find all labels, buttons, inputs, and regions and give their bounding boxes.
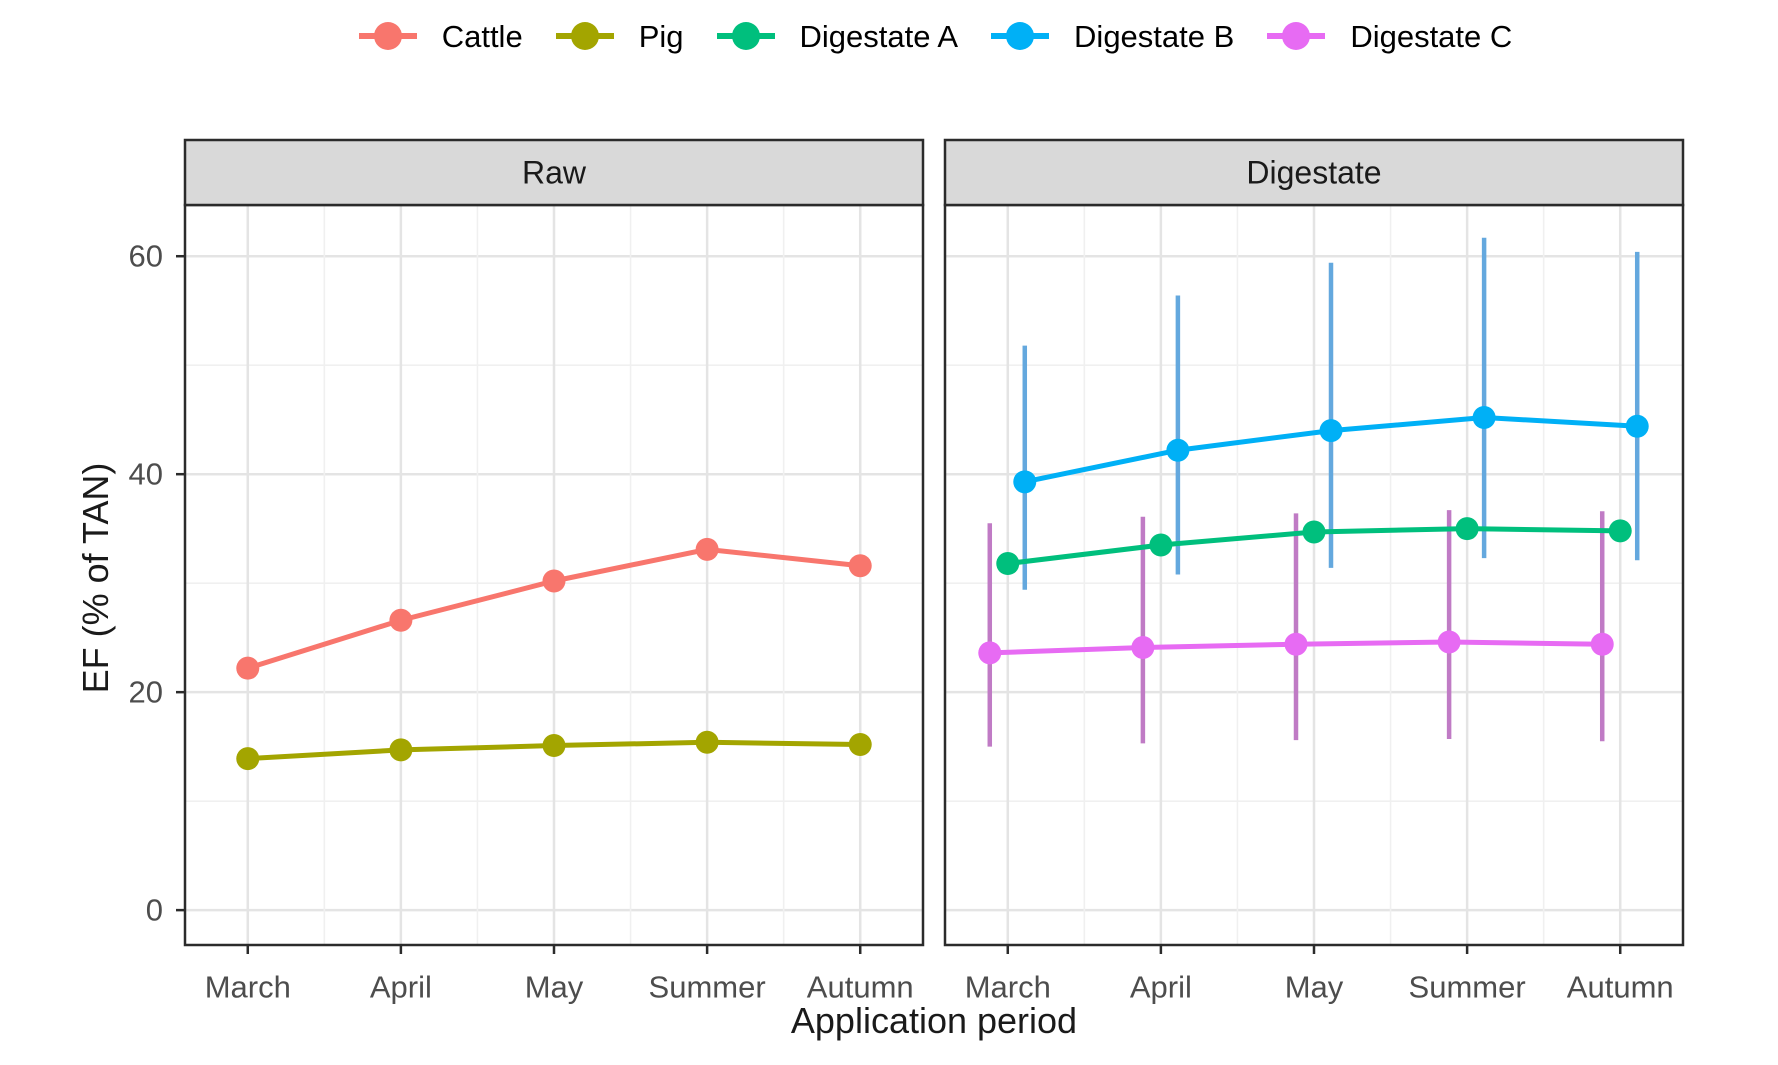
- data-point-digestate-b-april: [1166, 438, 1190, 462]
- data-point-cattle-may: [542, 569, 566, 593]
- legend-key-point: [1006, 22, 1035, 50]
- legend-key-icon-digestate-c: [1267, 22, 1326, 50]
- legend-item-cattle: Cattle: [356, 16, 523, 56]
- legend: Cattle Pig Digestate A Digestate B Digestate…: [0, 16, 1778, 56]
- legend-label-cattle: Cattle: [441, 18, 523, 54]
- data-point-cattle-autumn: [848, 554, 872, 578]
- y-tick-label-60: 60: [129, 239, 163, 274]
- legend-key-icon-pig: [555, 22, 614, 50]
- y-axis-title: EF (% of TAN): [75, 462, 116, 694]
- x-tick-label-march: March: [205, 969, 291, 1004]
- legend-label-pig: Pig: [638, 18, 684, 54]
- data-point-cattle-april: [389, 608, 413, 632]
- x-axis-title: Application period: [790, 1000, 1078, 1041]
- data-point-pig-may: [542, 734, 566, 758]
- x-tick-label-autumn: Autumn: [1567, 969, 1674, 1004]
- data-point-digestate-b-summer: [1472, 406, 1496, 430]
- legend-label-digestate-a: Digestate A: [799, 18, 959, 54]
- y-axis: 0 20 40 60: [129, 239, 185, 928]
- data-point-pig-march: [236, 747, 260, 771]
- data-point-digestate-b-autumn: [1625, 414, 1649, 438]
- data-point-pig-summer: [695, 730, 719, 754]
- data-point-digestate-a-march: [996, 552, 1020, 576]
- strip-raw: [183, 138, 925, 207]
- data-point-digestate-c-may: [1284, 632, 1308, 656]
- x-tick-label-april: April: [370, 969, 432, 1004]
- legend-item-digestate-a: Digestate A: [714, 16, 959, 56]
- legend-key-point: [731, 22, 760, 50]
- data-point-digestate-a-autumn: [1608, 519, 1632, 543]
- legend-key-icon-digestate-b: [991, 22, 1050, 50]
- legend-key-point: [373, 22, 402, 50]
- data-point-digestate-c-april: [1131, 635, 1155, 659]
- data-point-cattle-march: [236, 656, 260, 680]
- y-tick-label-20: 20: [129, 675, 163, 710]
- x-tick-label-may: May: [1285, 969, 1344, 1004]
- strip-label-digestate: Digestate: [1246, 155, 1381, 191]
- legend-key-point: [1282, 22, 1311, 50]
- legend-label-digestate-b: Digestate B: [1074, 18, 1235, 54]
- data-point-digestate-a-summer: [1455, 517, 1479, 541]
- x-tick-label-autumn: Autumn: [807, 969, 914, 1004]
- legend-key-icon-cattle: [358, 22, 417, 50]
- strip-digestate: [943, 138, 1685, 207]
- strip-label-raw: Raw: [522, 155, 587, 191]
- x-tick-label-april: April: [1130, 969, 1192, 1004]
- x-tick-label-summer: Summer: [1409, 969, 1526, 1004]
- data-point-digestate-c-autumn: [1590, 632, 1614, 656]
- y-tick-label-40: 40: [129, 457, 163, 492]
- legend-item-pig: Pig: [553, 16, 684, 56]
- x-tick-label-may: May: [525, 969, 584, 1004]
- legend-label-digestate-c: Digestate C: [1350, 18, 1513, 54]
- data-point-digestate-c-summer: [1437, 630, 1461, 654]
- legend-item-digestate-c: Digestate C: [1264, 16, 1512, 56]
- data-point-digestate-c-march: [978, 641, 1002, 665]
- data-point-digestate-b-may: [1319, 419, 1343, 443]
- data-point-digestate-a-april: [1149, 533, 1173, 557]
- y-tick-label-0: 0: [146, 893, 163, 928]
- panel-raw: Raw March April May Summer Autumn: [183, 138, 925, 1004]
- legend-key-point: [570, 22, 599, 50]
- data-point-digestate-b-march: [1013, 470, 1037, 494]
- legend-key-icon-digestate-a: [716, 22, 775, 50]
- data-point-digestate-a-may: [1302, 520, 1326, 544]
- data-point-cattle-summer: [695, 537, 719, 561]
- panel-digestate: Digestate March April May Summer Autumn: [943, 138, 1685, 1004]
- data-point-pig-april: [389, 738, 413, 762]
- x-tick-label-march: March: [965, 969, 1051, 1004]
- x-tick-label-summer: Summer: [649, 969, 766, 1004]
- data-point-pig-autumn: [848, 732, 872, 756]
- legend-item-digestate-b: Digestate B: [988, 16, 1234, 56]
